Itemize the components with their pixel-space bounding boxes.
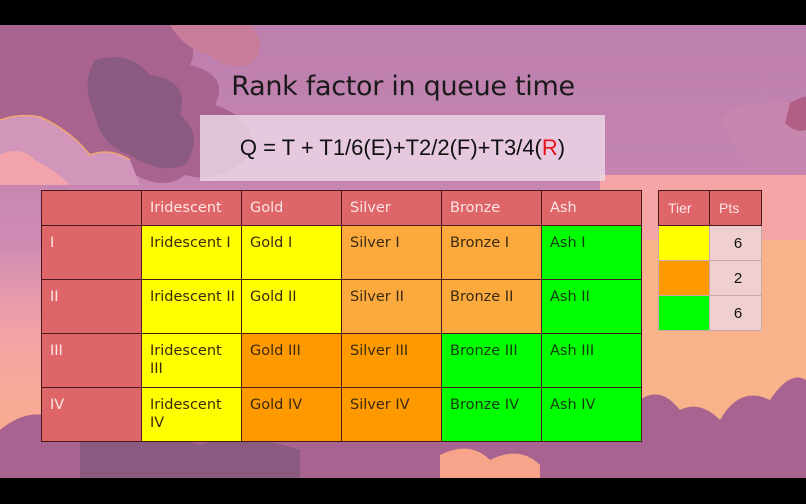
rank-cell: Silver III [341,333,442,388]
table-row: III Iridescent III Gold III Silver III B… [41,333,642,388]
slide: Rank factor in queue time Q = T + T1/6(E… [0,25,806,478]
legend-row: 2 [658,260,762,296]
rank-cell: Bronze II [441,279,542,334]
rank-cell: Ash III [541,333,642,388]
rank-cell: Iridescent I [141,225,242,280]
legend-row: 6 [658,295,762,331]
row-label: II [41,279,142,334]
rank-cell: Gold I [241,225,342,280]
tier-swatch-orange [658,260,710,296]
rank-table-header-row: Iridescent Gold Silver Bronze Ash [41,190,642,226]
rank-cell: Bronze I [441,225,542,280]
letterbox-top [0,0,806,25]
header-corner [41,190,142,226]
tier-swatch-green [658,295,710,331]
rank-cell: Bronze IV [441,387,542,442]
table-row: II Iridescent II Gold II Silver II Bronz… [41,279,642,334]
rank-table: Iridescent Gold Silver Bronze Ash I Irid… [41,190,642,442]
rank-cell: Gold II [241,279,342,334]
formula-suffix: ) [557,135,566,160]
tier-points-legend: Tier Pts 6 2 6 [658,190,762,331]
table-row: IV Iridescent IV Gold IV Silver IV Bronz… [41,387,642,442]
rank-cell: Iridescent III [141,333,242,388]
tier-points: 6 [709,295,762,331]
tier-points: 6 [709,225,762,261]
rank-cell: Silver I [341,225,442,280]
formula-highlight-r: R [541,135,558,160]
header-bronze: Bronze [441,190,542,226]
rank-cell: Silver IV [341,387,442,442]
row-label: I [41,225,142,280]
header-silver: Silver [341,190,442,226]
rank-cell: Iridescent II [141,279,242,334]
rank-cell: Ash II [541,279,642,334]
row-label: IV [41,387,142,442]
legend-header-row: Tier Pts [658,190,762,226]
formula: Q = T + T1/6(E)+T2/2(F)+T3/4(R) [240,135,565,161]
legend-row: 6 [658,225,762,261]
header-iridescent: Iridescent [141,190,242,226]
table-row: I Iridescent I Gold I Silver I Bronze I … [41,225,642,280]
rank-cell: Ash I [541,225,642,280]
formula-prefix: Q = T + T1/6(E)+T2/2(F)+T3/4( [239,135,542,160]
row-label: III [41,333,142,388]
rank-cell: Ash IV [541,387,642,442]
formula-box: Q = T + T1/6(E)+T2/2(F)+T3/4(R) [200,115,605,181]
rank-cell: Gold III [241,333,342,388]
letterbox-bottom [0,478,806,504]
legend-header-pts: Pts [709,190,762,226]
header-ash: Ash [541,190,642,226]
rank-cell: Bronze III [441,333,542,388]
header-gold: Gold [241,190,342,226]
legend-header-tier: Tier [658,190,710,226]
rank-cell: Iridescent IV [141,387,242,442]
rank-cell: Gold IV [241,387,342,442]
rank-cell: Silver II [341,279,442,334]
tier-swatch-yellow [658,225,710,261]
tier-points: 2 [709,260,762,296]
slide-title: Rank factor in queue time [231,71,575,102]
